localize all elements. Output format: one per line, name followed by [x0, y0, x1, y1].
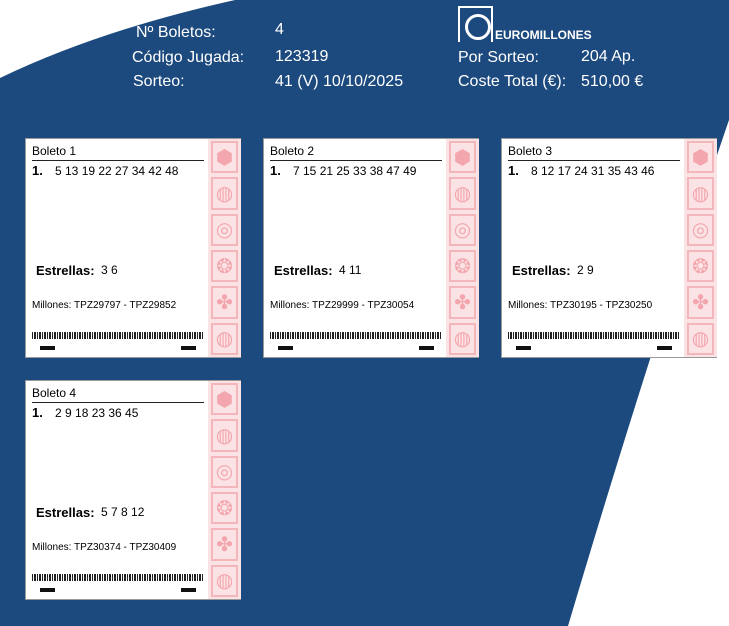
stars-label: Estrellas: — [36, 505, 95, 520]
barcode-marker — [419, 346, 434, 350]
codigo-label: Código Jugada: — [132, 49, 245, 66]
dotted-ball-icon: ❂ — [687, 249, 714, 283]
barcode-marker — [40, 346, 55, 350]
ticket-numbers: 8 12 17 24 31 35 43 46 — [531, 164, 655, 178]
sorteo-label: Sorteo: — [133, 73, 185, 90]
dotted-ball-icon: ❂ — [449, 249, 476, 283]
line-number: 1. — [508, 163, 519, 178]
clover-icon: ✤ — [211, 528, 238, 561]
coste-value: 510,00 € — [581, 73, 644, 90]
barcode-marker — [278, 346, 293, 350]
striped-ball-icon: ◍ — [449, 322, 476, 355]
divider — [32, 160, 204, 161]
boletos-value: 4 — [275, 21, 284, 38]
barcode-marker — [181, 346, 196, 350]
barcode — [32, 332, 204, 339]
ticket-numbers: 7 15 21 25 33 38 47 49 — [293, 164, 417, 178]
barcode-marker — [181, 588, 196, 592]
millones-codes: Millones: TPZ29797 - TPZ29852 — [32, 300, 177, 311]
clover-icon: ✤ — [687, 286, 714, 319]
ticket-numbers: 2 9 18 23 36 45 — [55, 406, 139, 420]
barcode — [32, 574, 204, 581]
swirl-icon: ◎ — [211, 455, 238, 488]
dotted-ball-icon: ❂ — [211, 491, 238, 525]
euromillones-logo: EUROMILLONES — [458, 6, 592, 42]
cube-icon: ⬢ — [687, 141, 714, 174]
cube-icon: ⬢ — [211, 141, 238, 174]
ticket-card: Boleto 1 1. 5 13 19 22 27 34 42 48 Estre… — [25, 138, 241, 358]
barcode — [508, 332, 680, 339]
boletos-label: Nº Boletos: — [136, 24, 216, 41]
barcode-marker — [657, 346, 672, 350]
line-number: 1. — [32, 405, 43, 420]
ticket-title: Boleto 1 — [32, 144, 77, 158]
stars-value: 2 9 — [577, 263, 594, 277]
sorteo-value: 41 (V) 10/10/2025 — [275, 73, 404, 90]
swirl-icon: ◎ — [211, 213, 238, 246]
decorative-strip: ⬢ ◍ ◎ ❂ ✤ ◍ — [208, 381, 241, 599]
decorative-strip: ⬢ ◍ ◎ ❂ ✤ ◍ — [446, 139, 479, 357]
por-sorteo-label: Por Sorteo: — [458, 49, 539, 66]
barcode — [270, 332, 442, 339]
stars-label: Estrellas: — [274, 263, 333, 278]
ticket-card: Boleto 4 1. 2 9 18 23 36 45 Estrellas: 5… — [25, 380, 241, 600]
millones-codes: Millones: TPZ30195 - TPZ30250 — [508, 300, 653, 311]
ticket-title: Boleto 2 — [270, 144, 315, 158]
coste-label: Coste Total (€): — [458, 73, 567, 90]
striped-ball-icon: ◍ — [449, 177, 476, 210]
striped-ball-icon: ◍ — [211, 177, 238, 210]
stars-label: Estrellas: — [36, 263, 95, 278]
swirl-icon: ◎ — [687, 213, 714, 246]
divider — [508, 160, 680, 161]
striped-ball-icon: ◍ — [211, 564, 238, 597]
line-number: 1. — [270, 163, 281, 178]
por-sorteo-value: 204 Ap. — [581, 48, 636, 65]
millones-codes: Millones: TPZ30374 - TPZ30409 — [32, 542, 177, 553]
dotted-ball-icon: ❂ — [211, 249, 238, 283]
decorative-strip: ⬢ ◍ ◎ ❂ ✤ ◍ — [208, 139, 241, 357]
ticket-card: Boleto 2 1. 7 15 21 25 33 38 47 49 Estre… — [263, 138, 479, 358]
stars-value: 3 6 — [101, 263, 118, 277]
swirl-icon: ◎ — [449, 213, 476, 246]
millones-codes: Millones: TPZ29999 - TPZ30054 — [270, 300, 415, 311]
ticket-title: Boleto 4 — [32, 386, 77, 400]
striped-ball-icon: ◍ — [687, 322, 714, 355]
decorative-strip: ⬢ ◍ ◎ ❂ ✤ ◍ — [684, 139, 717, 357]
stars-value: 5 7 8 12 — [101, 505, 145, 519]
ticket-numbers: 5 13 19 22 27 34 42 48 — [55, 164, 179, 178]
stars-label: Estrellas: — [512, 263, 571, 278]
codigo-value: 123319 — [275, 48, 329, 65]
striped-ball-icon: ◍ — [687, 177, 714, 210]
barcode-marker — [40, 588, 55, 592]
stars-value: 4 11 — [339, 263, 362, 277]
divider — [32, 402, 204, 403]
clover-icon: ✤ — [449, 286, 476, 319]
clover-icon: ✤ — [211, 286, 238, 319]
striped-ball-icon: ◍ — [211, 322, 238, 355]
ticket-title: Boleto 3 — [508, 144, 553, 158]
ticket-card: Boleto 3 1. 8 12 17 24 31 35 43 46 Estre… — [501, 138, 717, 358]
cube-icon: ⬢ — [211, 383, 238, 416]
divider — [270, 160, 442, 161]
striped-ball-icon: ◍ — [211, 419, 238, 452]
cube-icon: ⬢ — [449, 141, 476, 174]
barcode-marker — [516, 346, 531, 350]
line-number: 1. — [32, 163, 43, 178]
